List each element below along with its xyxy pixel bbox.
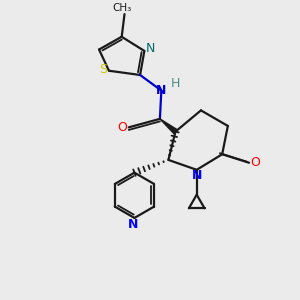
Text: N: N xyxy=(156,84,166,97)
Text: O: O xyxy=(118,121,128,134)
Polygon shape xyxy=(160,119,177,134)
Text: CH₃: CH₃ xyxy=(112,4,131,14)
Text: H: H xyxy=(171,77,180,90)
Text: S: S xyxy=(99,63,107,76)
Text: N: N xyxy=(145,42,155,55)
Text: N: N xyxy=(192,169,202,182)
Text: O: O xyxy=(250,156,260,169)
Text: N: N xyxy=(128,218,138,231)
